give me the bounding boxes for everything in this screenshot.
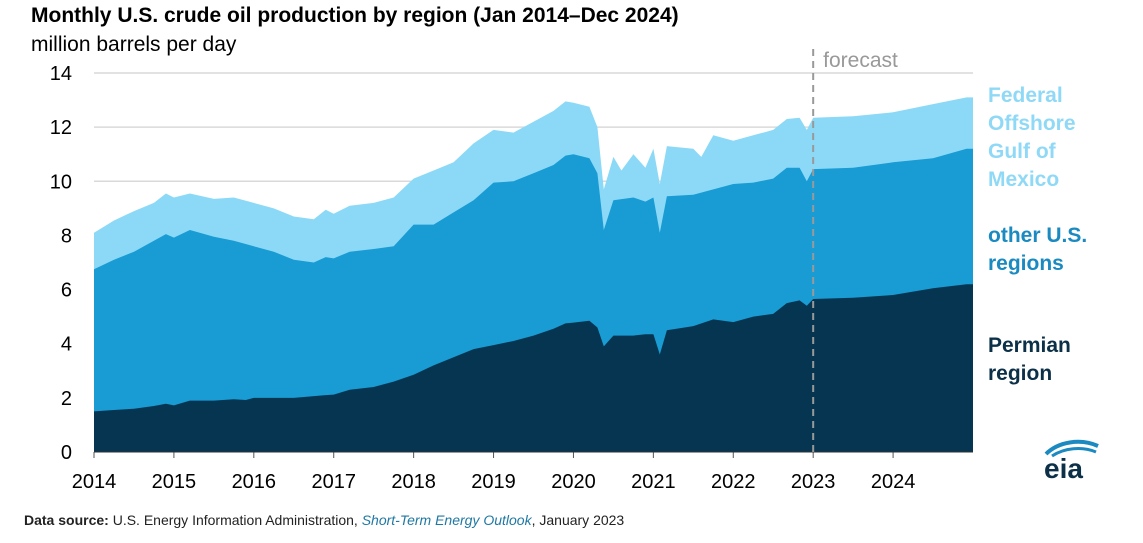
source-org: U.S. Energy Information Administration, [112,512,358,528]
x-tick-label-2022: 2022 [711,471,756,493]
y-tick-label-6: 6 [61,280,72,302]
legend-permian-line-2: region [988,362,1053,385]
logo-text: eia [1044,453,1083,484]
logo-arc-icon [1044,439,1099,456]
x-tick-label-2014: 2014 [72,471,117,493]
eia-logo: eia [1044,439,1099,484]
forecast-label: forecast [823,49,898,72]
legend-gulf-line-1: Federal [988,84,1063,107]
x-tick-label-2016: 2016 [232,471,277,493]
x-tick-label-2020: 2020 [551,471,596,493]
source-date: , January 2023 [531,512,625,528]
legend-gulf-of-mexico: Federal Offshore Gulf of Mexico [988,82,1128,194]
y-tick-label-0: 0 [61,442,72,464]
y-tick-label-8: 8 [61,225,72,247]
y-tick-label-12: 12 [50,117,72,139]
legend-gulf-line-2: Offshore [988,112,1076,135]
x-tick-label-2021: 2021 [631,471,676,493]
series-areas [94,97,973,453]
legend-other-line-2: regions [988,252,1064,275]
legend-other-line-1: other U.S. [988,224,1088,247]
legend-gulf-line-4: Mexico [988,168,1060,191]
chart-subtitle: million barrels per day [31,33,237,56]
x-tick-label-2017: 2017 [311,471,356,493]
logo-arc-small-icon [1051,447,1097,458]
y-tick-label-14: 14 [50,63,72,85]
y-tick-label-2: 2 [61,388,72,410]
area-permian [94,284,973,452]
x-tick-label-2015: 2015 [152,471,197,493]
forecast-marker: forecast [812,49,898,452]
axis-ticks: 0 2 4 6 8 10 12 14 2014 2015 2016 2017 2018 2019 2020 2… [50,63,973,493]
y-tick-label-10: 10 [50,171,72,193]
legend-permian: Permian region [988,332,1128,388]
x-tick-label-2023: 2023 [791,471,836,493]
legend-gulf-line-3: Gulf of [988,140,1056,163]
legend-other-regions: other U.S. regions [988,222,1128,278]
source-publication[interactable]: Short-Term Energy Outlook [361,512,532,528]
x-tick-label-2019: 2019 [471,471,516,493]
chart-title: Monthly U.S. crude oil production by reg… [31,4,679,27]
x-tick-label-2024: 2024 [871,471,916,493]
x-tick-label-2018: 2018 [391,471,436,493]
data-source: Data source: U.S. Energy Information Adm… [24,512,624,528]
legend-permian-line-1: Permian [988,334,1071,357]
y-tick-label-4: 4 [61,334,72,356]
source-label: Data source: [24,512,109,528]
